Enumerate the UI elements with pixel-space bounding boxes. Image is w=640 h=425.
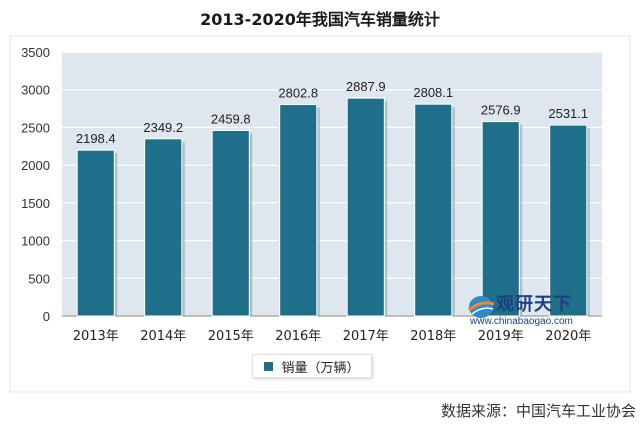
watermark-url: www.chinabaogao.com	[470, 316, 573, 327]
bar	[76, 149, 115, 317]
y-tick-label: 3000	[21, 83, 50, 98]
bar	[211, 129, 250, 317]
watermark-name: 观研天下	[496, 294, 572, 315]
bar	[549, 124, 588, 317]
x-tick-label: 2017年	[343, 329, 389, 344]
bar	[481, 121, 520, 317]
legend: 销量（万辆）	[252, 354, 372, 378]
x-tick-label: 2019年	[478, 329, 524, 344]
bar	[144, 138, 183, 317]
y-tick-label: 3500	[21, 45, 50, 60]
legend-swatch	[264, 361, 274, 371]
data-label: 2459.8	[211, 111, 251, 126]
x-tick-label: 2013年	[73, 329, 119, 344]
y-tick-label: 2500	[21, 120, 50, 135]
bar	[414, 103, 453, 317]
data-label: 2576.9	[481, 103, 521, 118]
chart-title: 2013-2020年我国汽车销量统计	[200, 10, 440, 29]
y-tick-label: 500	[28, 271, 50, 286]
data-label: 2808.1	[413, 85, 453, 100]
y-tick-label: 1500	[21, 196, 50, 211]
data-label: 2531.1	[548, 106, 588, 121]
legend-label: 销量（万辆）	[281, 360, 360, 376]
data-label: 2349.2	[143, 120, 183, 135]
x-tick-label: 2016年	[275, 329, 321, 344]
y-tick-label: 1000	[21, 234, 50, 249]
globe-logo-icon	[468, 296, 495, 318]
y-tick-label: 0	[43, 309, 50, 324]
source-note: 数据来源：中国汽车工业协会	[440, 402, 636, 420]
data-label: 2802.8	[278, 86, 318, 101]
bar	[279, 104, 318, 317]
x-tick-label: 2015年	[208, 329, 254, 344]
y-tick-label: 2000	[21, 158, 50, 173]
x-tick-label: 2014年	[140, 329, 186, 344]
watermark: 观研天下 www.chinabaogao.com	[466, 290, 606, 332]
x-tick-label: 2020年	[545, 329, 591, 344]
bar	[346, 97, 385, 317]
data-label: 2198.4	[76, 131, 116, 146]
x-tick-label: 2018年	[410, 329, 456, 344]
data-label: 2887.9	[346, 79, 386, 94]
